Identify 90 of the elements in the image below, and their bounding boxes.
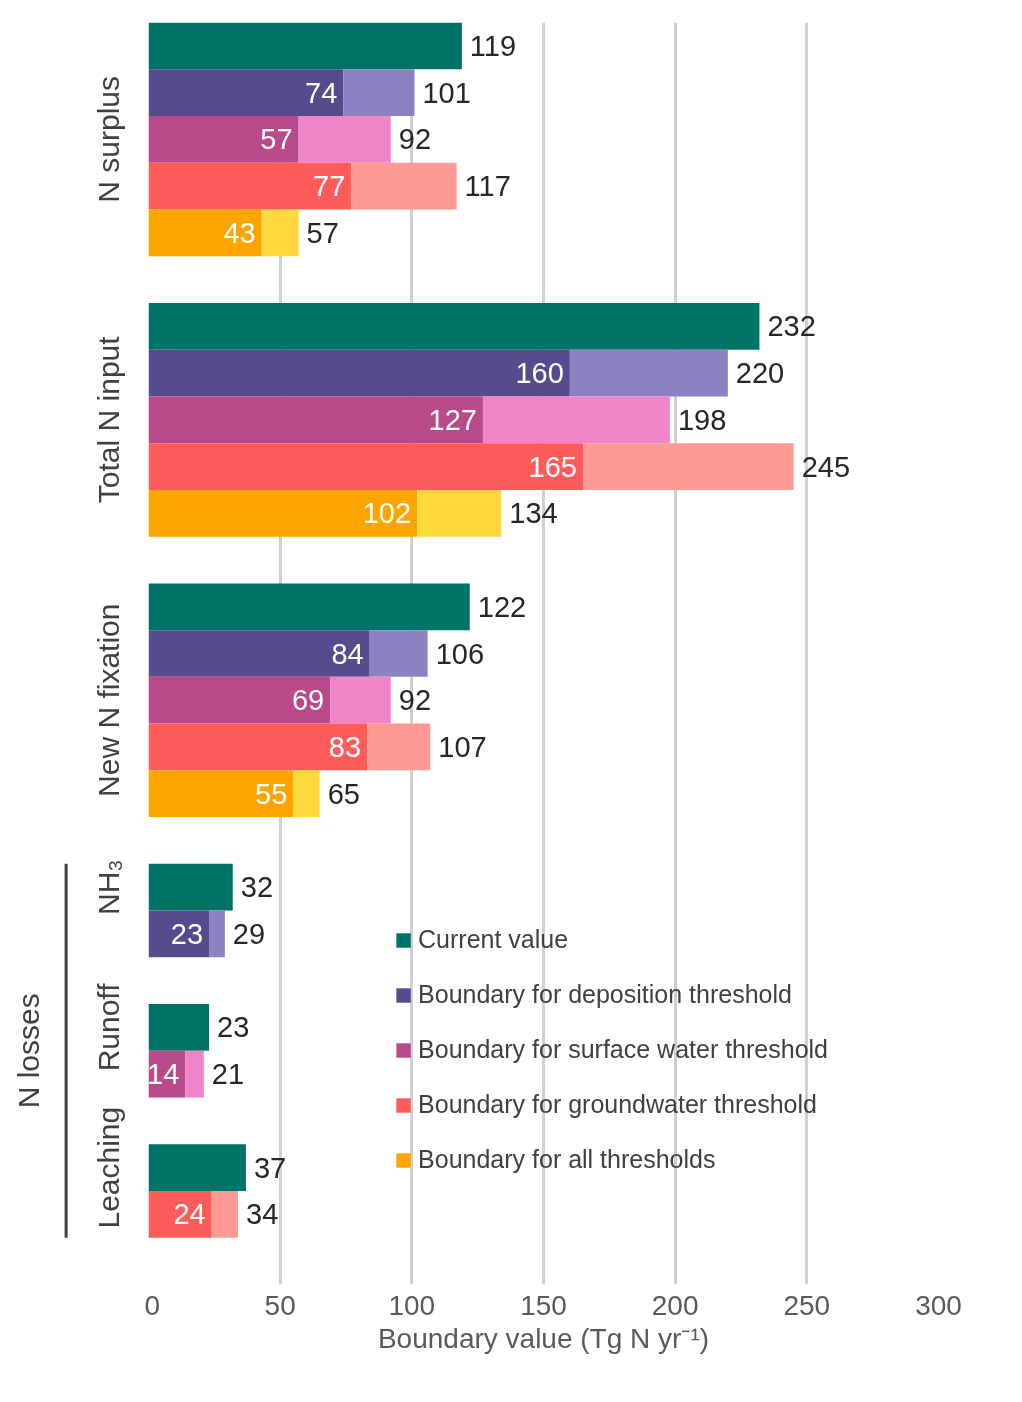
bar xyxy=(209,910,225,958)
data-label: 24 xyxy=(173,1198,206,1231)
total-label: 107 xyxy=(438,730,487,763)
total-label: 245 xyxy=(801,450,851,483)
bar xyxy=(351,162,457,210)
legend-label: Current value xyxy=(418,925,569,954)
bar xyxy=(369,630,428,677)
data-label: 83 xyxy=(328,730,362,763)
data-label: 69 xyxy=(291,684,325,717)
legend-label: Boundary for surface water threshold xyxy=(418,1035,828,1064)
data-label: 14 xyxy=(147,1058,180,1091)
x-tick-label: 250 xyxy=(783,1289,831,1321)
bar xyxy=(330,676,391,724)
bar xyxy=(583,443,794,490)
data-label: 55 xyxy=(255,777,288,810)
data-label: 57 xyxy=(260,123,293,156)
data-label: 84 xyxy=(331,637,364,670)
total-label: 29 xyxy=(232,917,266,950)
data-label: 74 xyxy=(305,76,338,109)
total-label: 34 xyxy=(246,1198,279,1231)
data-label: 43 xyxy=(223,216,256,249)
bar xyxy=(148,676,331,724)
x-tick-label: 200 xyxy=(651,1289,699,1321)
x-tick-label: 100 xyxy=(388,1289,436,1321)
bar xyxy=(148,22,462,70)
bar xyxy=(148,209,262,257)
y-tick-label: Leaching xyxy=(91,1106,125,1229)
bar xyxy=(148,1144,246,1192)
y-tick-label: NH₃ xyxy=(91,859,125,915)
x-tick-label: 0 xyxy=(144,1289,161,1321)
total-label: 134 xyxy=(509,497,558,530)
total-label: 57 xyxy=(306,216,339,249)
bar xyxy=(185,1050,204,1098)
legend-label: Boundary for groundwater threshold xyxy=(418,1090,817,1119)
x-tick-label: 300 xyxy=(915,1289,962,1321)
bar xyxy=(148,489,418,537)
bar xyxy=(148,69,344,116)
bar xyxy=(148,723,368,771)
data-label: 119 xyxy=(469,29,517,62)
bar xyxy=(148,863,233,911)
total-label: 220 xyxy=(735,357,785,390)
y-tick-label: Runoff xyxy=(91,982,125,1072)
total-label: 198 xyxy=(677,403,727,436)
y-tick-label: New N fixation xyxy=(91,603,125,797)
data-label: 165 xyxy=(528,450,578,483)
data-label: 122 xyxy=(477,590,527,623)
text: N losses xyxy=(11,993,45,1109)
total-label: 101 xyxy=(422,76,471,109)
total-label: 117 xyxy=(464,170,511,203)
x-tick-label: 150 xyxy=(520,1289,567,1321)
data-label: 32 xyxy=(240,871,274,904)
data-label: 23 xyxy=(217,1011,250,1044)
bar xyxy=(148,1191,212,1238)
x-axis-title: Boundary value (Tg N yr⁻¹) xyxy=(377,1322,710,1354)
y-tick-label: Total N input xyxy=(91,335,125,504)
data-label: 127 xyxy=(428,403,477,436)
total-label: 92 xyxy=(398,123,432,156)
data-label: 232 xyxy=(767,310,816,343)
bar xyxy=(148,302,760,350)
bar xyxy=(343,69,415,116)
bar xyxy=(148,443,583,490)
bar xyxy=(148,349,570,397)
bar xyxy=(482,396,670,444)
data-label: 102 xyxy=(362,497,412,530)
total-label: 92 xyxy=(398,684,432,717)
total-label: 21 xyxy=(211,1058,245,1091)
x-tick-label: 50 xyxy=(264,1289,296,1321)
bar xyxy=(211,1191,239,1238)
y-tick-label: N surplus xyxy=(91,75,125,203)
bar xyxy=(569,349,728,397)
data-label: 23 xyxy=(170,917,204,950)
bar xyxy=(148,1004,210,1051)
bar xyxy=(367,723,431,771)
bar xyxy=(261,209,299,257)
data-label: 37 xyxy=(253,1151,287,1184)
total-label: 106 xyxy=(435,637,485,670)
bar xyxy=(298,115,391,163)
total-label: 65 xyxy=(327,777,360,810)
legend-label: Boundary for deposition threshold xyxy=(418,980,792,1009)
bar xyxy=(148,630,370,677)
bar xyxy=(148,162,352,210)
bar xyxy=(148,115,299,163)
bar xyxy=(417,489,502,537)
data-label: 160 xyxy=(515,357,564,390)
bar xyxy=(148,583,470,631)
bar xyxy=(293,770,320,818)
bar xyxy=(148,396,483,444)
data-label: 77 xyxy=(313,170,346,203)
legend-label: Boundary for all thresholds xyxy=(418,1145,716,1174)
bar xyxy=(148,770,294,818)
